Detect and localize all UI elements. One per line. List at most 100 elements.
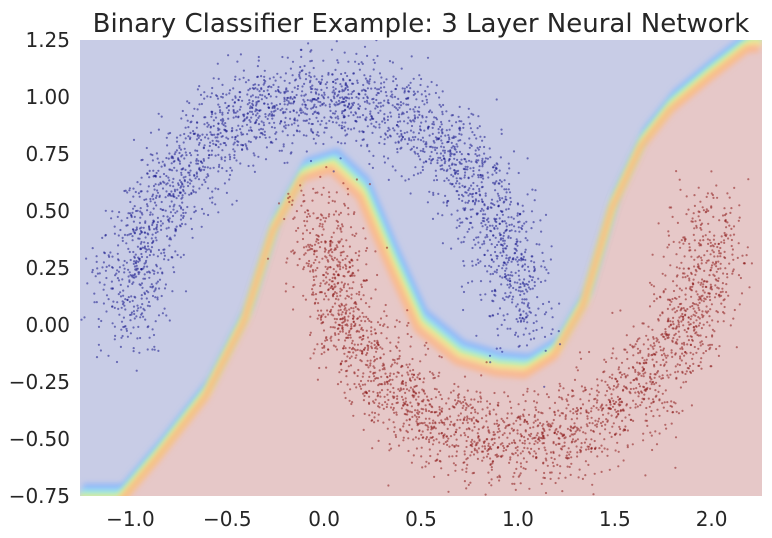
data-point — [214, 136, 217, 139]
data-point — [170, 256, 173, 259]
data-point — [207, 213, 210, 217]
data-point — [557, 442, 560, 445]
data-point — [584, 388, 588, 391]
data-point — [163, 251, 166, 254]
data-point — [350, 306, 353, 310]
data-point — [356, 317, 360, 320]
data-point — [625, 404, 628, 407]
data-point — [488, 264, 491, 267]
data-point — [132, 326, 135, 329]
data-point — [657, 390, 660, 393]
data-point — [732, 225, 736, 228]
data-point — [178, 144, 181, 147]
data-point — [209, 95, 212, 99]
data-point — [683, 343, 686, 346]
data-point — [311, 112, 314, 116]
data-point — [181, 194, 184, 197]
data-point — [304, 112, 307, 115]
data-point — [322, 95, 325, 98]
data-point — [132, 305, 136, 308]
data-point — [327, 191, 331, 194]
data-point — [131, 282, 134, 285]
data-point — [503, 391, 506, 394]
data-point — [703, 291, 706, 294]
data-point — [527, 265, 530, 268]
data-point — [293, 122, 296, 125]
data-point — [182, 216, 185, 219]
data-point — [707, 242, 710, 245]
data-point — [188, 171, 191, 174]
data-point — [328, 254, 331, 257]
data-point — [547, 300, 551, 303]
data-point — [452, 135, 455, 138]
data-point — [462, 400, 465, 404]
data-point — [441, 142, 444, 145]
data-point — [291, 97, 294, 100]
data-point — [120, 328, 123, 331]
data-point — [334, 87, 337, 90]
data-point — [286, 134, 289, 137]
data-point — [119, 295, 123, 298]
data-point — [196, 162, 200, 165]
data-point — [85, 257, 88, 260]
data-point — [650, 283, 653, 286]
data-point — [409, 192, 412, 195]
data-point — [287, 124, 290, 127]
data-point — [548, 428, 551, 431]
data-point — [284, 111, 287, 114]
data-point — [470, 450, 473, 454]
data-point — [139, 210, 142, 213]
data-point — [472, 238, 475, 241]
data-point — [666, 336, 669, 340]
data-point — [352, 89, 355, 93]
data-point — [676, 363, 679, 366]
data-point — [383, 395, 386, 398]
data-point — [458, 161, 461, 164]
data-point — [389, 372, 392, 375]
data-point — [309, 76, 312, 79]
data-point — [344, 257, 347, 260]
data-point — [426, 398, 429, 402]
data-point — [488, 481, 491, 484]
data-point — [345, 309, 348, 312]
data-point — [590, 438, 593, 441]
data-point — [375, 40, 378, 42]
data-point — [442, 436, 445, 439]
data-point — [420, 93, 423, 96]
data-point — [402, 422, 405, 425]
data-point — [423, 377, 426, 380]
data-point — [434, 427, 437, 430]
data-point — [465, 419, 468, 422]
data-point — [667, 234, 671, 237]
data-point — [306, 220, 309, 223]
data-point — [490, 258, 494, 262]
data-point — [481, 426, 484, 429]
data-point — [126, 224, 129, 227]
data-point — [655, 340, 658, 343]
data-point — [429, 162, 432, 165]
data-point — [726, 221, 729, 224]
data-point — [355, 386, 358, 389]
data-point — [163, 258, 166, 261]
data-point — [548, 407, 551, 410]
data-point — [620, 361, 624, 364]
data-point — [428, 134, 431, 137]
data-point — [471, 175, 474, 178]
data-point — [250, 110, 254, 113]
data-point — [253, 154, 256, 157]
data-point — [558, 343, 562, 346]
data-point — [700, 299, 703, 302]
data-point — [153, 272, 156, 275]
data-point — [611, 352, 614, 355]
data-point — [198, 187, 201, 190]
data-point — [298, 73, 301, 76]
data-point — [425, 437, 428, 440]
data-point — [298, 75, 301, 78]
data-point — [316, 266, 319, 270]
data-point — [508, 229, 511, 233]
data-point — [352, 310, 355, 313]
data-point — [640, 401, 643, 404]
data-point — [524, 248, 527, 251]
data-point — [182, 211, 185, 215]
data-point — [321, 225, 324, 228]
